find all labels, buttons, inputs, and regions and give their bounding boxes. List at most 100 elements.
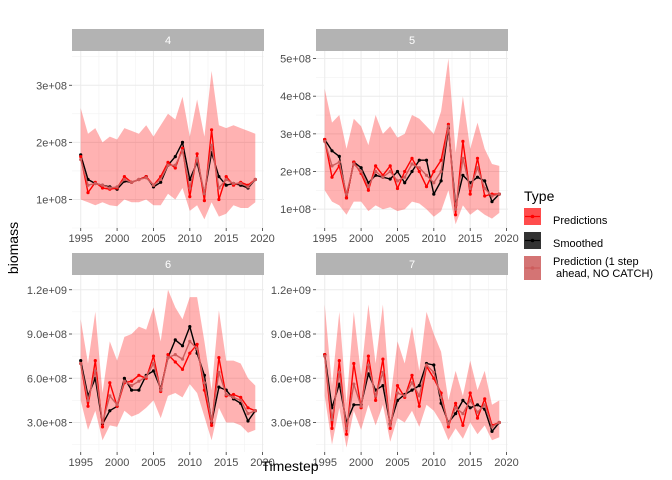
data-point-prediction-no-catch: [180, 357, 185, 361]
y-tick-label: 1.2e+09: [27, 285, 67, 297]
data-point-predictions: [344, 196, 349, 200]
data-point-predictions: [86, 404, 90, 408]
data-point-predictions: [330, 426, 334, 430]
data-point-predictions: [475, 156, 480, 160]
data-point-prediction-no-catch: [359, 404, 363, 408]
data-point-smoothed: [180, 344, 185, 348]
facet-strip: [316, 29, 508, 51]
data-point-smoothed: [410, 169, 414, 174]
legend-label-prediction-no-catch-line2: ahead, NO CATCH): [553, 268, 653, 280]
data-point-prediction-no-catch: [100, 183, 105, 187]
data-point-prediction-no-catch: [144, 176, 148, 180]
data-point-prediction-no-catch: [374, 394, 378, 398]
data-point-prediction-no-catch: [239, 398, 243, 402]
data-point-smoothed: [173, 338, 177, 342]
data-point-smoothed: [490, 429, 494, 433]
data-point-smoothed: [173, 155, 177, 159]
data-point-predictions: [224, 175, 228, 179]
data-point-predictions: [403, 169, 407, 174]
data-point-prediction-no-catch: [231, 181, 236, 186]
legend-key-predictions: [524, 208, 541, 225]
data-point-predictions: [410, 373, 414, 377]
data-point-prediction-no-catch: [483, 186, 487, 191]
facet-strip-label: 5: [409, 35, 415, 47]
data-point-smoothed: [454, 412, 458, 416]
legend-label-predictions: Predictions: [553, 215, 608, 227]
data-point-prediction-no-catch: [410, 381, 414, 385]
data-point-prediction-no-catch: [366, 363, 370, 367]
x-tick-label: 2010: [178, 457, 202, 469]
x-tick-label: 1995: [312, 233, 336, 245]
data-point-predictions: [439, 158, 443, 162]
data-point-predictions: [475, 416, 480, 420]
data-point-prediction-no-catch: [359, 169, 363, 174]
data-point-prediction-no-catch: [188, 339, 192, 343]
data-point-prediction-no-catch: [202, 192, 206, 196]
data-point-smoothed: [410, 388, 414, 392]
data-point-smoothed: [432, 363, 436, 367]
facet-panel-5: 5 1e+08 2e+08 3e+08 4e+08 5e+08 1995 2000 2005 20…: [280, 29, 519, 245]
data-point-smoothed: [352, 403, 356, 407]
data-point-prediction-no-catch: [323, 354, 327, 358]
data-point-predictions: [461, 139, 465, 143]
data-point-prediction-no-catch: [388, 169, 392, 174]
data-point-prediction-no-catch: [253, 409, 257, 413]
data-point-prediction-no-catch: [115, 403, 119, 407]
data-point-prediction-no-catch: [403, 394, 407, 398]
data-point-smoothed: [403, 181, 407, 185]
data-point-smoothed: [475, 175, 480, 179]
x-tick-label: 2015: [458, 457, 482, 469]
data-point-smoothed: [330, 149, 334, 153]
data-point-prediction-no-catch: [454, 406, 458, 410]
data-point-predictions: [337, 359, 341, 363]
data-point-predictions: [195, 152, 199, 156]
data-point-smoothed: [180, 140, 185, 144]
y-tick-label: 9.0e+08: [27, 329, 67, 341]
data-point-prediction-no-catch: [424, 363, 429, 367]
data-point-smoothed: [439, 179, 443, 183]
data-point-smoothed: [381, 384, 385, 388]
data-point-predictions: [424, 185, 429, 189]
data-point-prediction-no-catch: [159, 388, 163, 392]
data-point-prediction-no-catch: [210, 143, 214, 147]
data-point-prediction-no-catch: [231, 395, 236, 399]
data-point-prediction-no-catch: [86, 183, 90, 187]
data-point-prediction-no-catch: [224, 177, 228, 182]
facet-panel-7: 7 3.0e+08 6.0e+08 9.0e+08 1.2e+09 1995 2000 200…: [271, 253, 519, 469]
data-point-prediction-no-catch: [366, 185, 370, 189]
y-tick-label: 1e+08: [36, 194, 67, 206]
data-point-smoothed: [432, 192, 436, 196]
data-point-smoothed: [395, 169, 400, 174]
data-point-predictions: [468, 391, 472, 395]
data-point-predictions: [195, 342, 199, 346]
data-point-predictions: [381, 357, 385, 361]
data-point-prediction-no-catch: [137, 379, 141, 383]
x-tick-label: 1995: [68, 457, 92, 469]
data-point-smoothed: [359, 166, 363, 170]
data-point-predictions: [468, 192, 472, 196]
data-point-prediction-no-catch: [490, 194, 494, 198]
data-point-predictions: [93, 359, 97, 363]
data-point-smoothed: [490, 200, 494, 204]
confidence-band: [80, 71, 256, 220]
y-tick-label: 6.0e+08: [27, 373, 67, 385]
y-tick-label: 6.0e+08: [271, 373, 311, 385]
data-point-predictions: [166, 353, 170, 357]
y-tick-label: 2e+08: [280, 167, 311, 179]
legend-key-smoothed: [524, 232, 541, 249]
y-tick-label: 9.0e+08: [271, 329, 311, 341]
data-point-prediction-no-catch: [417, 166, 421, 170]
data-point-prediction-no-catch: [195, 156, 199, 160]
x-tick-label: 2015: [214, 233, 238, 245]
data-point-prediction-no-catch: [253, 177, 257, 182]
data-point-prediction-no-catch: [246, 412, 250, 416]
data-point-prediction-no-catch: [475, 410, 480, 414]
data-point-predictions: [432, 169, 436, 174]
data-point-prediction-no-catch: [151, 183, 156, 187]
data-point-smoothed: [337, 154, 341, 158]
data-point-prediction-no-catch: [202, 381, 206, 385]
data-point-smoothed: [188, 325, 192, 329]
facet-strip-label: 7: [409, 259, 415, 271]
data-point-prediction-no-catch: [122, 177, 126, 182]
